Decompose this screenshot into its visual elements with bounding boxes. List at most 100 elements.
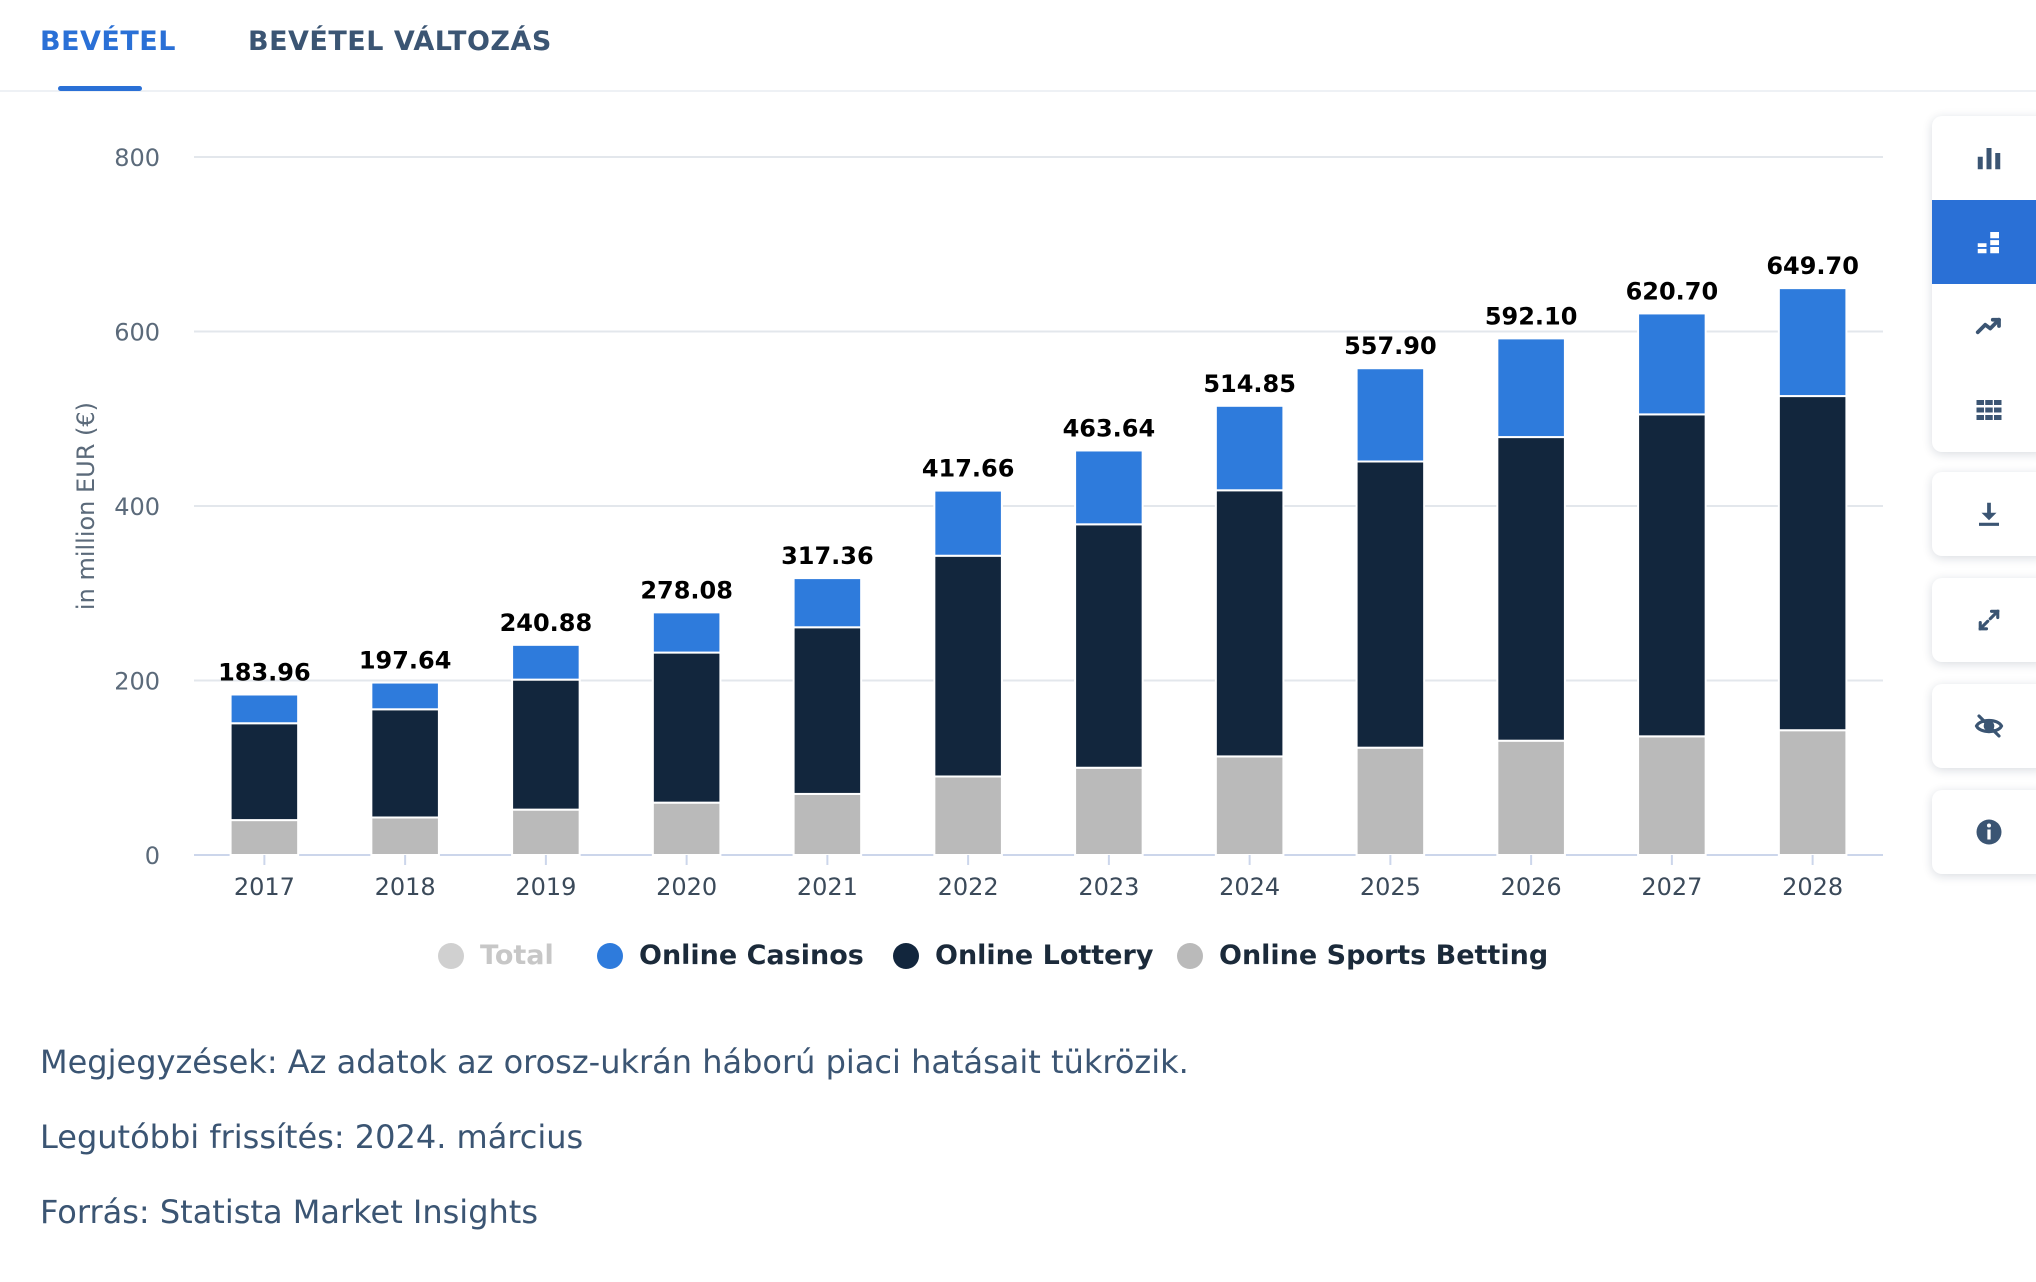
legend-item-online-casinos[interactable]: Online Casinos [597, 940, 864, 971]
download-button[interactable] [1932, 472, 2036, 556]
hide-button[interactable] [1932, 684, 2036, 768]
visibility-toolbar [1932, 684, 2036, 768]
legend-dot-online-sports-betting [1177, 942, 1203, 969]
bar-segment-online-sports-betting [651, 801, 722, 857]
bar-segment-online-lottery [1074, 523, 1144, 769]
legend-label-online-casinos: Online Casinos [639, 940, 864, 971]
bar-segment-online-casinos [229, 693, 300, 725]
bar-total-label: 620.70 [1626, 277, 1719, 305]
info-icon [1976, 819, 2002, 845]
bar-total-label: 240.88 [500, 609, 593, 637]
bar-segment-online-lottery [511, 678, 581, 811]
notes-last-updated: Legutóbbi frissítés: 2024. március [40, 1118, 584, 1156]
bar-segment-online-lottery [651, 651, 722, 804]
bar-total-label: 317.36 [781, 542, 874, 570]
bar-segment-online-sports-betting [1214, 755, 1285, 856]
bar-total-label: 278.08 [640, 576, 733, 604]
x-tick-label: 2020 [656, 873, 717, 901]
bar-segment-online-casinos [792, 577, 863, 629]
y-tick-label: 600 [114, 319, 160, 347]
bar-segment-online-casinos [511, 643, 581, 681]
bar-segment-online-sports-betting [792, 792, 863, 856]
bar-segment-online-casinos [1214, 404, 1285, 492]
bar-segment-online-sports-betting [511, 808, 581, 857]
bar-total-label: 514.85 [1203, 370, 1296, 398]
x-tick-label: 2024 [1219, 873, 1280, 901]
legend-dot-online-casinos [597, 942, 623, 969]
bar-segment-online-sports-betting [1777, 729, 1848, 856]
legend-dot-total [438, 942, 464, 969]
fullscreen-toolbar [1932, 578, 2036, 662]
bar-segment-online-lottery [1355, 460, 1426, 749]
tab-bevetel[interactable]: BEVÉTEL [40, 26, 176, 57]
line-chart-button[interactable] [1932, 284, 2036, 368]
stacked-bar-button[interactable] [1932, 200, 2036, 284]
bar-segment-online-casinos [933, 489, 1003, 557]
x-tick-label: 2017 [234, 873, 295, 901]
bar-total-label: 417.66 [922, 455, 1015, 483]
bar-total-label: 183.96 [218, 658, 311, 686]
fullscreen-icon [1978, 609, 2000, 631]
bar-segment-online-lottery [792, 626, 863, 795]
x-tick-label: 2018 [375, 873, 436, 901]
active-tab-indicator [58, 86, 142, 91]
legend-label-online-sports-betting: Online Sports Betting [1219, 940, 1549, 971]
legend-dot-online-lottery [893, 942, 919, 969]
chart-legend: Total Online Casinos Online Lottery Onli… [0, 940, 1900, 980]
x-tick-label: 2021 [797, 873, 858, 901]
bar-segment-online-casinos [1074, 449, 1144, 526]
legend-label-online-lottery: Online Lottery [935, 940, 1154, 971]
tab-bevetel-valtozas[interactable]: BEVÉTEL VÁLTOZÁS [248, 26, 552, 57]
y-tick-label: 800 [114, 144, 160, 172]
legend-label-total: Total [480, 940, 554, 971]
legend-item-online-lottery[interactable]: Online Lottery [893, 940, 1153, 971]
revenue-stacked-bar-chart: 0 200 400 600 800 in million EUR (€) 183.96 201… [72, 144, 1883, 901]
y-tick-label: 200 [114, 668, 160, 696]
y-tick-label: 400 [114, 493, 160, 521]
bar-segment-online-lottery [370, 708, 440, 819]
bar-chart-button[interactable] [1932, 116, 2036, 200]
bar-segment-online-casinos [1637, 312, 1707, 416]
legend-item-online-sports-betting[interactable]: Online Sports Betting [1177, 940, 1548, 971]
download-toolbar [1932, 472, 2036, 556]
info-button[interactable] [1932, 790, 2036, 874]
table-icon [1976, 400, 2002, 420]
download-icon [1979, 502, 1999, 526]
notes-source[interactable]: Forrás: Statista Market Insights [40, 1193, 538, 1231]
bar-segment-online-sports-betting [1637, 735, 1707, 857]
bar-segment-online-lottery [933, 554, 1003, 778]
bar-segment-online-casinos [1496, 337, 1566, 439]
bar-segment-online-lottery [1214, 489, 1285, 758]
info-toolbar [1932, 790, 2036, 874]
x-tick-label: 2023 [1078, 873, 1139, 901]
bar-segment-online-sports-betting [370, 816, 440, 856]
bar-total-label: 649.70 [1766, 252, 1859, 280]
bar-segment-online-sports-betting [1074, 766, 1144, 856]
tab-bar: BEVÉTEL BEVÉTEL VÁLTOZÁS [0, 0, 2036, 92]
bar-segment-online-sports-betting [229, 819, 300, 856]
table-view-button[interactable] [1932, 368, 2036, 452]
legend-item-total[interactable]: Total [438, 940, 554, 971]
bar-chart-icon [1977, 148, 2001, 170]
bar-segment-online-lottery [1496, 436, 1566, 742]
bar-segment-online-lottery [1777, 395, 1848, 732]
bar-segment-online-sports-betting [1496, 739, 1566, 857]
x-tick-label: 2022 [938, 873, 999, 901]
bar-total-label: 463.64 [1063, 414, 1156, 442]
bar-segment-online-casinos [651, 611, 722, 654]
x-tick-label: 2026 [1501, 873, 1562, 901]
x-tick-label: 2027 [1641, 873, 1702, 901]
hide-icon [1974, 714, 2004, 738]
bar-segment-online-casinos [1355, 367, 1426, 463]
bar-segment-online-casinos [370, 681, 440, 711]
fullscreen-button[interactable] [1932, 578, 2036, 662]
x-tick-label: 2019 [515, 873, 576, 901]
bar-total-label: 557.90 [1344, 332, 1437, 360]
bar-segment-online-casinos [1777, 287, 1848, 398]
line-chart-icon [1975, 317, 2001, 335]
y-axis-title: in million EUR (€) [72, 402, 100, 610]
bar-segment-online-sports-betting [933, 775, 1003, 856]
notes-remarks: Megjegyzések: Az adatok az orosz-ukrán h… [40, 1043, 1189, 1081]
stacked-bar-icon [1977, 232, 1999, 254]
x-tick-label: 2025 [1360, 873, 1421, 901]
